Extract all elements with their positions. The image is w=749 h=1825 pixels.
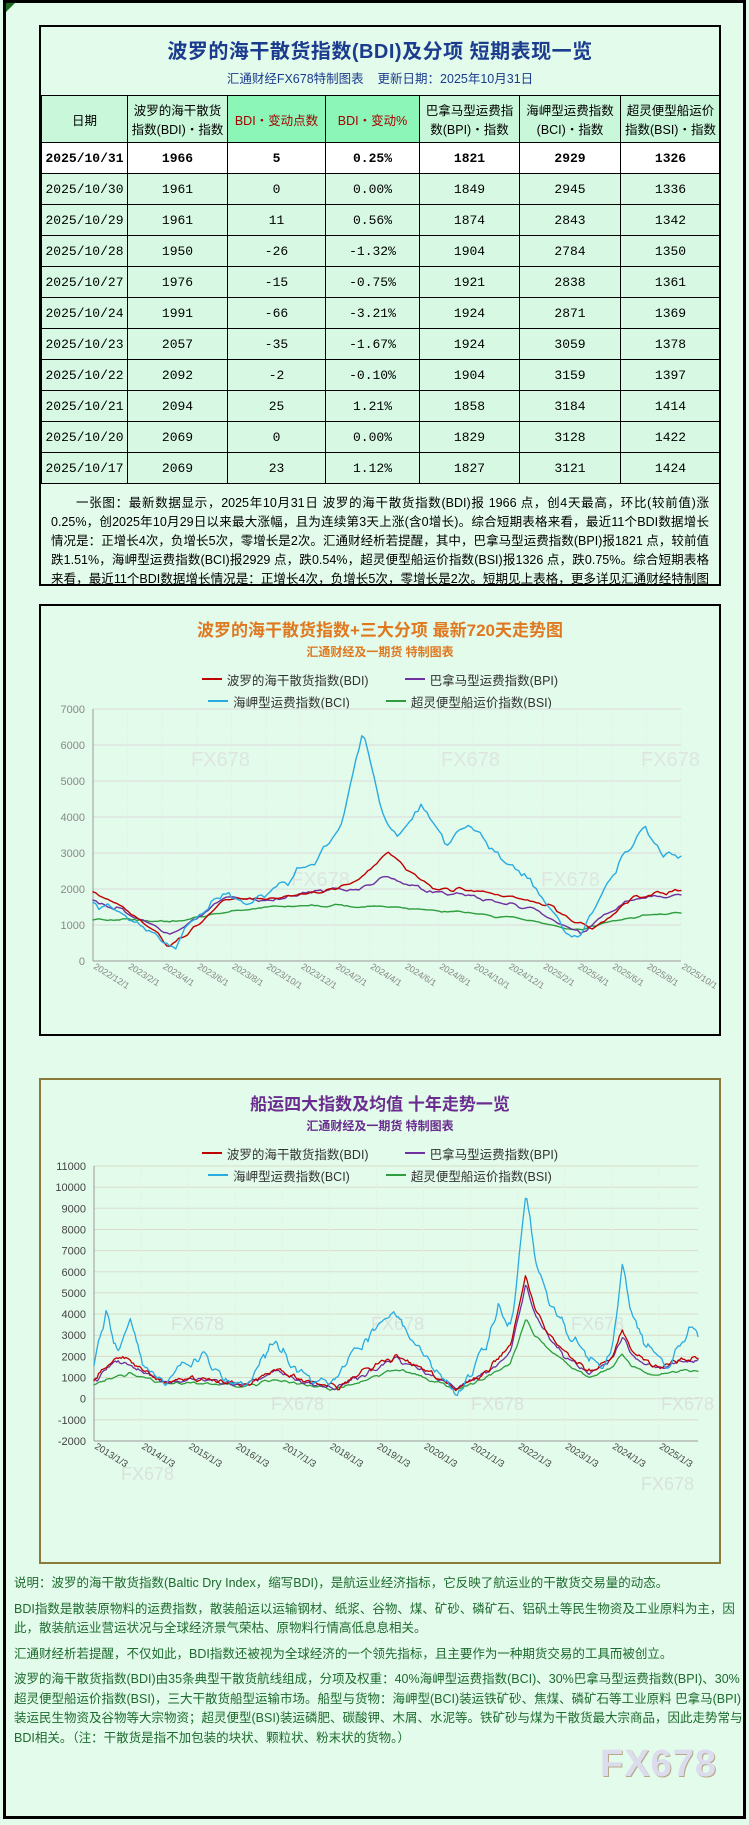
svg-text:6000: 6000 (61, 740, 85, 752)
svg-text:4000: 4000 (61, 812, 85, 824)
svg-text:7000: 7000 (61, 704, 85, 716)
svg-text:0: 0 (80, 1394, 86, 1406)
svg-text:2017/1/3: 2017/1/3 (281, 1441, 318, 1470)
svg-text:2019/1/3: 2019/1/3 (375, 1441, 412, 1470)
svg-text:2023/12/1: 2023/12/1 (299, 961, 338, 991)
svg-text:FX678: FX678 (661, 1394, 714, 1414)
svg-text:1000: 1000 (61, 920, 85, 932)
svg-text:FX678: FX678 (441, 749, 500, 771)
svg-text:FX678: FX678 (291, 869, 350, 891)
svg-text:2025/10/1: 2025/10/1 (680, 961, 719, 991)
svg-text:2020/1/3: 2020/1/3 (422, 1441, 459, 1470)
svg-text:10000: 10000 (55, 1182, 86, 1194)
svg-text:2023/10/1: 2023/10/1 (265, 961, 304, 991)
svg-text:2023/8/1: 2023/8/1 (230, 961, 265, 988)
svg-text:FX678: FX678 (541, 869, 600, 891)
svg-text:2021/1/3: 2021/1/3 (469, 1441, 506, 1470)
svg-text:9000: 9000 (62, 1203, 86, 1215)
svg-text:-1000: -1000 (58, 1415, 86, 1427)
svg-text:2024/12/1: 2024/12/1 (507, 961, 546, 991)
svg-text:4000: 4000 (62, 1309, 86, 1321)
svg-text:3000: 3000 (62, 1330, 86, 1342)
svg-text:6000: 6000 (62, 1267, 86, 1279)
svg-text:-2000: -2000 (58, 1436, 86, 1448)
svg-text:FX678: FX678 (271, 1394, 324, 1414)
svg-text:2015/1/3: 2015/1/3 (187, 1441, 224, 1470)
svg-text:2022/12/1: 2022/12/1 (92, 961, 131, 991)
svg-text:8000: 8000 (62, 1225, 86, 1237)
svg-text:2016/1/3: 2016/1/3 (234, 1441, 271, 1470)
svg-text:2022/1/3: 2022/1/3 (516, 1441, 553, 1470)
svg-text:0: 0 (79, 956, 85, 968)
svg-text:5000: 5000 (61, 776, 85, 788)
svg-text:2018/1/3: 2018/1/3 (328, 1441, 365, 1470)
svg-text:3000: 3000 (61, 848, 85, 860)
svg-text:2025/4/1: 2025/4/1 (576, 961, 611, 988)
svg-text:FX678: FX678 (471, 1394, 524, 1414)
svg-text:FX678: FX678 (191, 749, 250, 771)
svg-text:2024/1/3: 2024/1/3 (610, 1441, 647, 1470)
svg-text:2000: 2000 (62, 1351, 86, 1363)
svg-text:1000: 1000 (62, 1373, 86, 1385)
svg-text:2025/8/1: 2025/8/1 (645, 961, 680, 988)
svg-text:2024/2/1: 2024/2/1 (334, 961, 369, 988)
svg-text:2024/4/1: 2024/4/1 (369, 961, 404, 988)
svg-text:2024/6/1: 2024/6/1 (403, 961, 438, 988)
svg-text:5000: 5000 (62, 1288, 86, 1300)
svg-text:FX678: FX678 (641, 749, 700, 771)
svg-text:2025/2/1: 2025/2/1 (542, 961, 577, 988)
svg-text:FX678: FX678 (171, 1314, 224, 1334)
svg-text:2023/6/1: 2023/6/1 (196, 961, 231, 988)
svg-text:2023/1/3: 2023/1/3 (563, 1441, 600, 1470)
svg-text:7000: 7000 (62, 1246, 86, 1258)
svg-text:11000: 11000 (56, 1161, 86, 1173)
svg-text:FX678: FX678 (641, 1474, 694, 1494)
svg-text:2025/6/1: 2025/6/1 (611, 961, 646, 988)
svg-text:2000: 2000 (61, 884, 85, 896)
svg-text:2024/10/1: 2024/10/1 (472, 961, 511, 991)
svg-text:2023/4/1: 2023/4/1 (161, 961, 196, 988)
svg-text:2024/8/1: 2024/8/1 (438, 961, 473, 988)
svg-text:2025/1/3: 2025/1/3 (657, 1441, 694, 1470)
svg-text:FX678: FX678 (121, 1464, 174, 1484)
svg-text:2023/2/1: 2023/2/1 (127, 961, 162, 988)
